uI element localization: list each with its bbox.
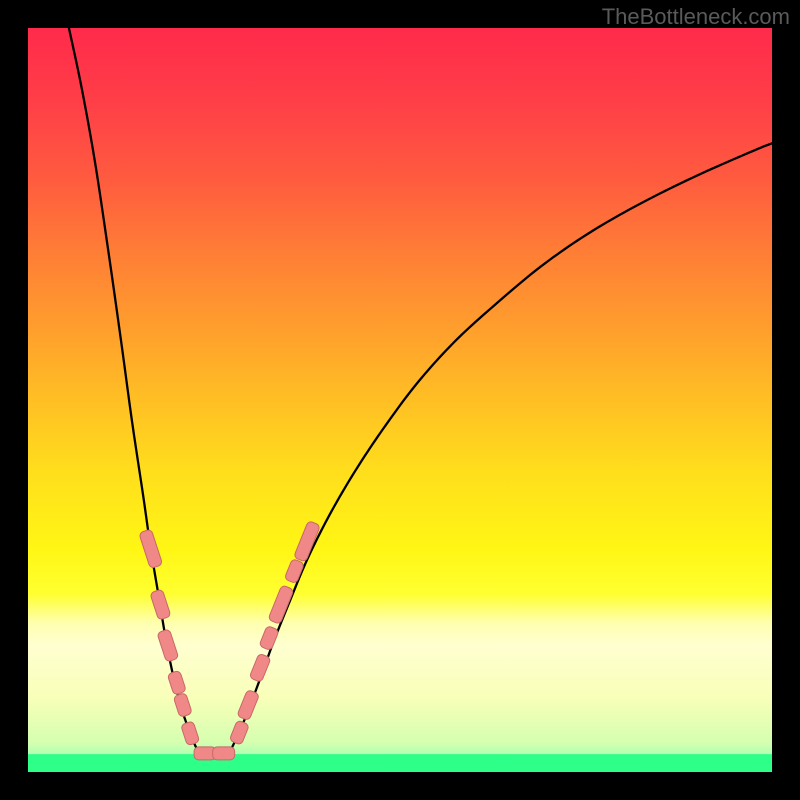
data-markers xyxy=(139,521,321,760)
data-marker xyxy=(139,529,163,569)
plot-area xyxy=(28,28,772,772)
data-marker xyxy=(229,720,249,745)
data-marker xyxy=(237,689,260,720)
data-marker xyxy=(157,629,179,662)
data-marker xyxy=(284,558,304,583)
data-marker xyxy=(173,693,192,718)
curve-layer xyxy=(28,28,772,772)
data-marker xyxy=(249,653,271,682)
watermark-text: TheBottleneck.com xyxy=(602,4,790,30)
data-marker xyxy=(181,721,200,746)
green-strip xyxy=(28,754,772,772)
data-marker xyxy=(150,589,171,620)
data-marker xyxy=(268,585,294,625)
data-marker xyxy=(213,747,235,760)
data-marker xyxy=(259,625,279,650)
data-marker xyxy=(167,670,186,695)
